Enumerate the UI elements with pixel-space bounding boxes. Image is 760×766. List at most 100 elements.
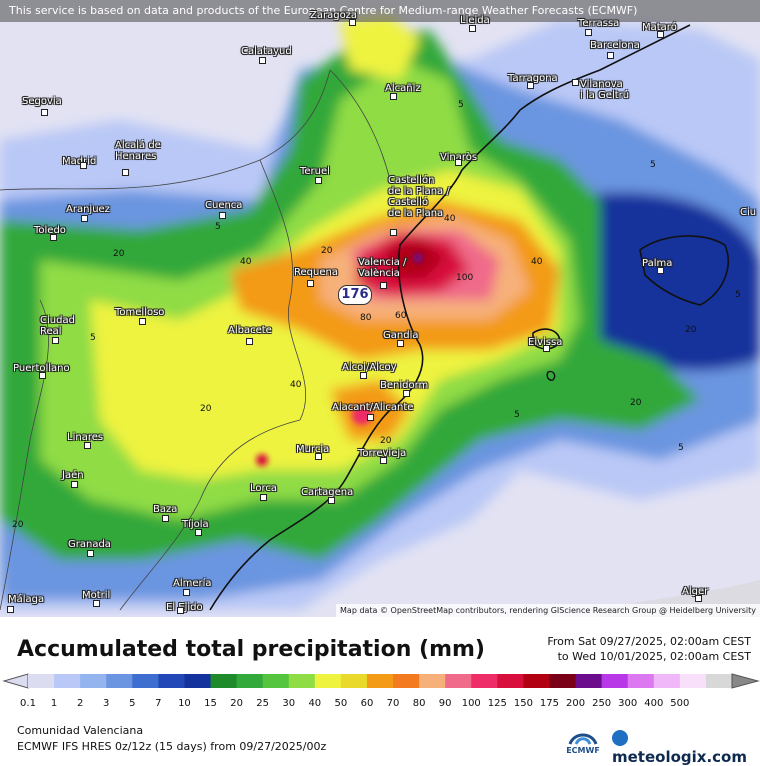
ecmwf-icon [568,733,598,745]
legend-tick-label: 2 [76,698,84,709]
city-label: Castellón de la Plana / Castelló de la P… [388,175,450,219]
contour-label: 40 [290,380,302,390]
city-label: Segovia [22,96,62,107]
legend-swatch [679,674,707,688]
city-marker-icon [360,372,367,379]
map-attribution: Map data © OpenStreetMap contributors, r… [336,604,760,617]
city-marker-icon [572,79,579,86]
legend-swatch [601,674,629,688]
city-label: Toledo [34,225,66,236]
city-marker-icon [469,25,476,32]
legend-swatch [471,674,498,688]
max-value-badge: 176 [338,285,372,305]
city-marker-icon [139,318,146,325]
legend-swatch [419,674,446,688]
legend-tick-label: 3 [103,698,110,709]
contour-label: 40 [240,257,252,267]
city-label: Tíjola [182,519,209,530]
city-label: Lorca [250,483,278,494]
city-marker-icon [315,177,322,184]
legend-ticks: 0.1 1 2 3 5 7 10 15 20 25 30 40 50 60 70 80 90 100 125 150 1… [0,698,760,712]
legend-tick-label: 50 [334,698,348,709]
city-marker-icon [71,481,78,488]
city-marker-icon [122,169,129,176]
legend-swatch [366,674,394,688]
precipitation-map[interactable]: This service is based on data and produc… [0,0,760,617]
legend-tick-label: 300 [618,698,638,709]
city-marker-icon [307,280,314,287]
legend-tick-label: 125 [487,698,507,709]
city-marker-icon [93,600,100,607]
city-label: Alacant/Alicante [332,402,414,413]
meteologix-text: meteologix.com [612,748,747,766]
city-label: Barcelona [590,40,640,51]
meteologix-icon [612,730,628,746]
city-marker-icon [84,442,91,449]
legend-tick-label: 200 [566,698,586,709]
city-marker-icon [695,595,702,602]
city-label: Benidorm [380,380,429,391]
city-marker-icon [390,93,397,100]
city-label: Cuenca [205,200,243,211]
legend-tick-label: 400 [644,698,664,709]
ecmwf-logo-text: ECMWF [566,746,600,755]
city-label: Ciudad Real [40,315,75,337]
contour-label: 5 [735,290,741,300]
city-marker-icon [657,31,664,38]
city-label: Linares [67,432,104,443]
model-info: ECMWF IFS HRES 0z/12z (15 days) from 09/… [17,740,327,753]
contour-label: 60 [395,311,407,321]
city-label: Almería [173,578,212,589]
legend-arrow-left [2,673,29,689]
city-marker-icon [183,589,190,596]
city-marker-icon [380,457,387,464]
legend-swatch [575,674,603,688]
city-marker-icon [390,229,397,236]
city-marker-icon [39,372,46,379]
legend-tick-label: 60 [360,698,374,709]
city-marker-icon [349,19,356,26]
contour-label: 20 [200,404,212,414]
contour-label: 20 [12,520,24,530]
period-to: to Wed 10/01/2025, 02:00am CEST [557,650,751,663]
legend-swatch [80,674,107,688]
color-legend [2,673,760,689]
city-label: Terrassa [578,18,620,29]
city-label: Vilanova i la Geltrú [580,79,630,101]
city-marker-icon [259,57,266,64]
legend-tick-label: 20 [230,698,243,709]
city-label: Albacete [228,325,272,336]
legend-arrow-right [731,673,760,689]
legend-tick-label: 175 [539,698,560,709]
legend-swatch [262,674,290,688]
legend-swatch [549,674,577,688]
legend-swatch [132,674,159,688]
contour-label: 80 [360,313,372,323]
legend-swatch [236,674,264,688]
ecmwf-logo: ECMWF [560,728,606,756]
legend-tick-label: 15 [204,698,217,709]
contour-label: 20 [630,398,642,408]
city-label: Jaén [62,470,84,481]
contour-label: 5 [650,160,656,170]
city-label: Cartagena [301,487,354,498]
legend-swatch [54,674,81,688]
city-label: Lleida [460,15,490,26]
city-marker-icon [403,390,410,397]
city-label: Motril [82,590,111,601]
period-from: From Sat 09/27/2025, 02:00am CEST [547,635,751,648]
city-marker-icon [315,453,322,460]
city-marker-icon [380,282,387,289]
region-label: Comunidad Valenciana [17,724,144,737]
city-label: Vinaròs [440,152,478,163]
city-marker-icon [367,414,374,421]
legend-swatch [210,674,238,688]
contour-label: 40 [531,257,543,267]
forecast-period: From Sat 09/27/2025, 02:00am CEST to Wed… [547,634,751,664]
legend-tick-label: 40 [308,698,322,709]
legend-swatch [158,674,185,688]
meteologix-logo[interactable]: meteologix.com [612,730,760,766]
legend-swatch [288,674,316,688]
city-marker-icon [328,497,335,504]
city-marker-icon [50,234,57,241]
